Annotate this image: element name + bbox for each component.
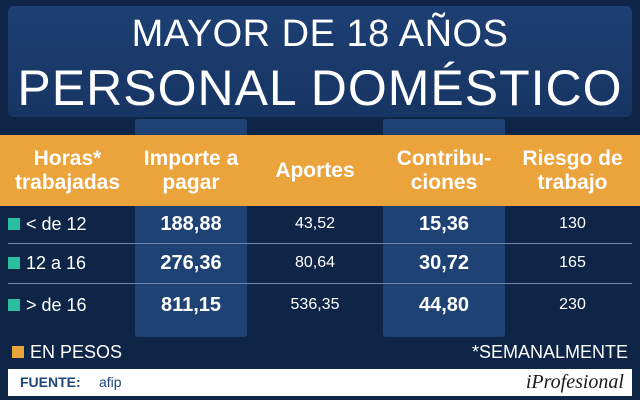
teal-bullet-icon	[8, 257, 20, 269]
row-employer: 15,36	[418, 212, 470, 235]
row-hours-cell: 12 a 16	[8, 245, 135, 281]
header-employer: Contribu-ciones	[396, 146, 492, 194]
row-hours-cell: > de 16	[8, 287, 135, 323]
row-amount: 811,15	[160, 293, 222, 316]
title-line-1: MAYOR DE 18 AÑOS	[131, 13, 509, 55]
row-risk: 165	[559, 254, 586, 271]
title-box: MAYOR DE 18 AÑOS PERSONAL DOMÉSTICO	[8, 6, 632, 117]
brand-logo: iProfesional	[525, 371, 624, 393]
row-divider	[8, 243, 632, 244]
row-hours-label: > de 16	[26, 294, 87, 315]
table-header: Horas* trabajadas Importe a pagar Aporte…	[0, 135, 640, 206]
legend-note: *SEMANALMENTE	[471, 342, 628, 362]
teal-bullet-icon	[8, 218, 20, 230]
row-employer: 30,72	[418, 251, 470, 274]
source-label: FUENTE:	[20, 374, 81, 390]
row-amount: 276,36	[160, 251, 222, 274]
row-hours-label: < de 12	[26, 213, 87, 234]
row-risk: 130	[559, 215, 586, 232]
row-amount: 188,88	[160, 212, 222, 235]
header-hours: Horas* trabajadas	[14, 146, 121, 194]
header-risk: Riesgo de trabajo	[522, 146, 623, 194]
row-employer: 44,80	[418, 293, 470, 316]
orange-bullet-icon	[12, 346, 24, 358]
legend-currency-label: EN PESOS	[30, 341, 123, 362]
legend-currency: EN PESOS	[12, 340, 122, 364]
row-divider	[8, 283, 632, 284]
footer: FUENTE: afip iProfesional	[8, 369, 632, 396]
row-hours-label: 12 a 16	[26, 252, 87, 273]
source-value: afip	[99, 374, 122, 390]
teal-bullet-icon	[8, 299, 20, 311]
row-contributions: 80,64	[294, 254, 336, 271]
title-line-2: PERSONAL DOMÉSTICO	[17, 60, 623, 116]
header-contributions: Aportes	[275, 158, 355, 182]
header-amount: Importe a pagar	[143, 146, 239, 194]
row-contributions: 536,35	[290, 296, 340, 313]
row-contributions: 43,52	[294, 215, 336, 232]
row-risk: 230	[559, 296, 586, 313]
row-hours-cell: < de 12	[8, 206, 135, 242]
